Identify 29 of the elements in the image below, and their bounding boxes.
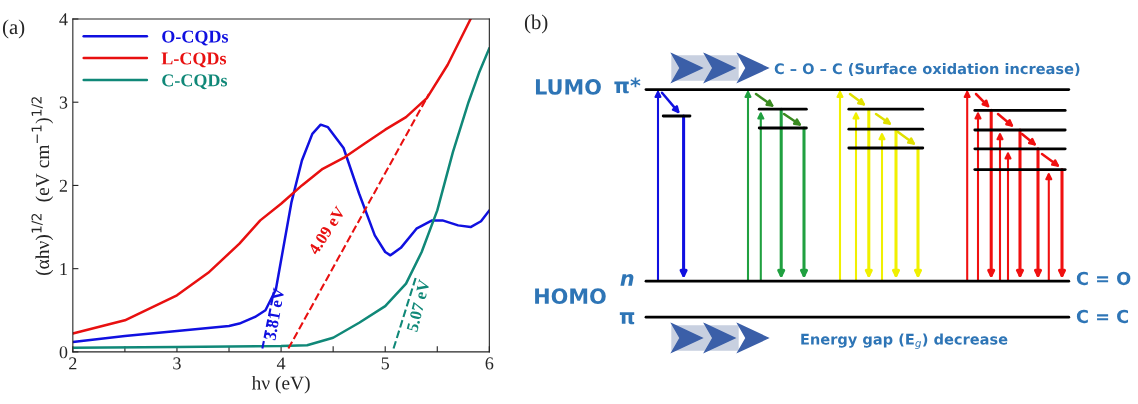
y-tick-label: 1: [60, 263, 67, 275]
text: π: [619, 312, 635, 325]
text: π*: [614, 77, 641, 94]
x-tick-label: 5: [381, 357, 390, 370]
y-tick-label: 2: [59, 179, 67, 192]
x-tick-label: 2: [69, 357, 77, 370]
annotation: 5.07 eV: [406, 278, 431, 333]
legend-label: L-CQDs: [161, 52, 227, 68]
text: LUMO: [535, 79, 601, 95]
text: Energy gap (E$_{g}$) decrease: [801, 333, 1008, 349]
y-tick-label: 4: [59, 13, 68, 26]
x-tick-label: 6: [485, 357, 494, 370]
text: n: [620, 274, 634, 286]
x-axis-title: hν (eV): [251, 375, 310, 394]
y-axis-title: (αhν)$^{1/2}$ (eV cm$^{−1}$)$^{1/2}$: [31, 97, 54, 275]
text: HOMO: [535, 288, 606, 305]
text: C – O – C (Surface oxidation increase): [774, 62, 1080, 76]
chart-title: (a): [2, 19, 25, 39]
text: (b): [524, 14, 548, 34]
text: C = O: [1076, 271, 1131, 286]
x-tick-label: 3: [173, 357, 181, 370]
text: C = C: [1076, 309, 1129, 324]
line-series: [72, 46, 490, 349]
legend-label: C-CQDs: [162, 74, 228, 90]
y-tick-label: 0: [59, 346, 68, 359]
annotation: 4.09 eV: [307, 205, 346, 256]
x-tick-label: 4: [276, 357, 286, 370]
y-tick-label: 3: [59, 96, 68, 109]
legend-label: O-CQDs: [162, 30, 229, 46]
